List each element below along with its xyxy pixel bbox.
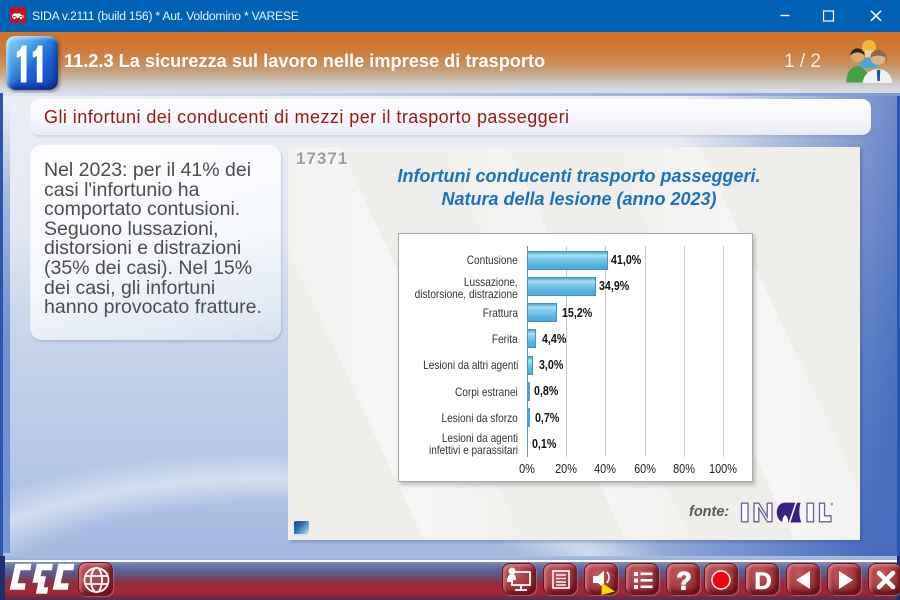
svg-text:D: D [754, 568, 771, 595]
svg-text:?: ? [676, 568, 691, 596]
